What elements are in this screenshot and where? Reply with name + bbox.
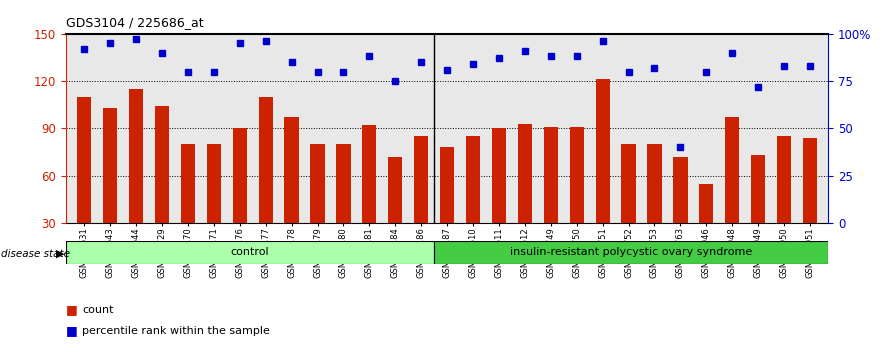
Text: count: count: [82, 305, 114, 315]
Bar: [434, 241, 828, 264]
Bar: [310, 144, 324, 270]
Bar: [233, 128, 247, 270]
Bar: [725, 117, 739, 270]
Bar: [777, 136, 791, 270]
Bar: [492, 128, 506, 270]
Bar: [66, 241, 434, 264]
Bar: [751, 155, 766, 270]
Text: GDS3104 / 225686_at: GDS3104 / 225686_at: [66, 16, 204, 29]
Bar: [258, 97, 273, 270]
Text: insulin-resistant polycystic ovary syndrome: insulin-resistant polycystic ovary syndr…: [510, 247, 752, 257]
Bar: [518, 124, 532, 270]
Bar: [621, 144, 636, 270]
Bar: [700, 184, 714, 270]
Bar: [362, 125, 376, 270]
Text: percentile rank within the sample: percentile rank within the sample: [82, 326, 270, 336]
Bar: [129, 89, 144, 270]
Bar: [78, 97, 92, 270]
Bar: [570, 127, 584, 270]
Text: ■: ■: [66, 303, 78, 316]
Bar: [440, 147, 455, 270]
Bar: [103, 108, 117, 270]
Bar: [648, 144, 662, 270]
Bar: [181, 144, 195, 270]
Bar: [337, 144, 351, 270]
Bar: [414, 136, 428, 270]
Text: ▶: ▶: [56, 249, 64, 259]
Bar: [673, 157, 687, 270]
Bar: [596, 79, 610, 270]
Bar: [207, 144, 221, 270]
Bar: [803, 138, 817, 270]
Bar: [155, 106, 169, 270]
Bar: [466, 136, 480, 270]
Bar: [544, 127, 558, 270]
Bar: [389, 157, 403, 270]
Text: disease state: disease state: [1, 249, 70, 259]
Text: control: control: [231, 247, 270, 257]
Bar: [285, 117, 299, 270]
Text: ■: ■: [66, 325, 78, 337]
